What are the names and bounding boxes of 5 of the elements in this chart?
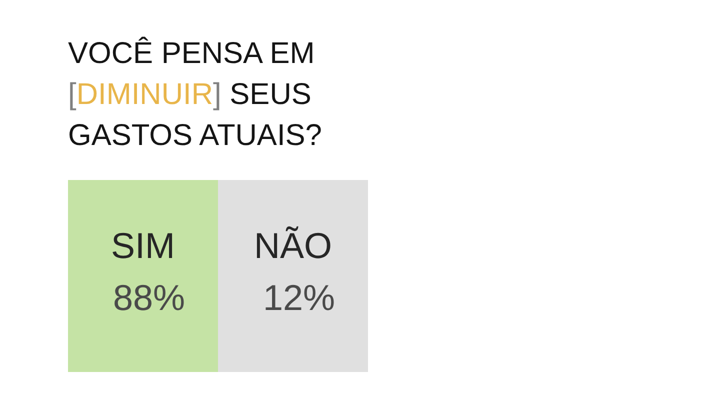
category-label: NÃO (254, 225, 332, 266)
category-label: SIM (110, 225, 176, 266)
data-label: 88% (112, 277, 186, 318)
text: VOCÊ PENSA EM [DIMINUIR] SEUS GASTOS ATUAIS? (68, 36, 322, 152)
data-label: 12% (262, 277, 336, 318)
